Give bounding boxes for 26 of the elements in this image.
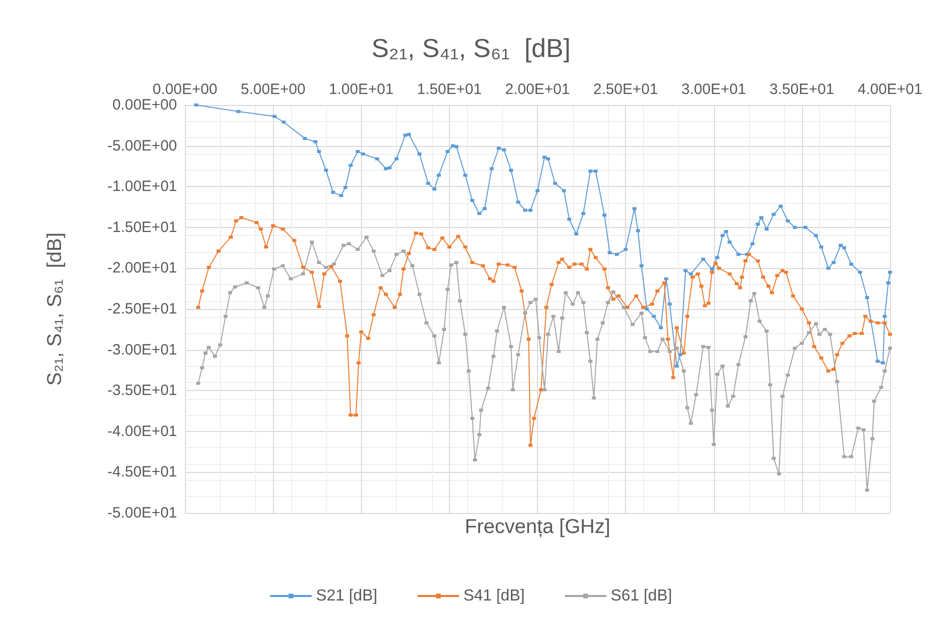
y-tick-label: -1.00E+01 (107, 178, 177, 196)
x-tick-label: 3.00E+01 (681, 81, 746, 98)
y-tick-label: -2.50E+01 (107, 300, 177, 318)
chart-title: S₂₁, S₄₁, S₆₁ [dB] (371, 33, 571, 63)
legend-label: S21 [dB] (316, 588, 378, 604)
x-tick-label: 4.00E+01 (858, 81, 922, 98)
y-tick-label: -5.00E+00 (107, 137, 177, 154)
y-tick-label: -2.00E+01 (107, 260, 177, 277)
y-tick-label: -3.50E+01 (107, 382, 177, 400)
x-axis-title: Frecvența [GHz] (464, 516, 610, 538)
x-tick-label: 2.50E+01 (593, 81, 658, 98)
y-axis-title: S₂₁, S₄₁, S₆₁ [dB] (44, 232, 66, 386)
x-tick-label: 5.00E+00 (240, 81, 306, 98)
y-tick-label: -1.50E+01 (107, 218, 177, 236)
y-tick-label: -5.00E+01 (107, 504, 177, 522)
y-tick-label: -4.00E+01 (107, 422, 177, 440)
x-tick-label: 2.00E+01 (505, 81, 570, 98)
legend-label: S61 [dB] (610, 588, 672, 604)
x-tick-label: 3.50E+01 (770, 81, 834, 98)
y-tick-label: -4.50E+01 (107, 464, 177, 481)
y-tick-label: 0.00E+00 (112, 96, 177, 114)
x-tick-label: 1.00E+01 (328, 81, 394, 98)
x-tick-label: 0.00E+00 (152, 81, 218, 98)
legend-label: S41 [dB] (463, 588, 525, 604)
y-tick-label: -3.00E+01 (107, 341, 177, 358)
x-tick-label: 1.50E+01 (417, 81, 482, 98)
